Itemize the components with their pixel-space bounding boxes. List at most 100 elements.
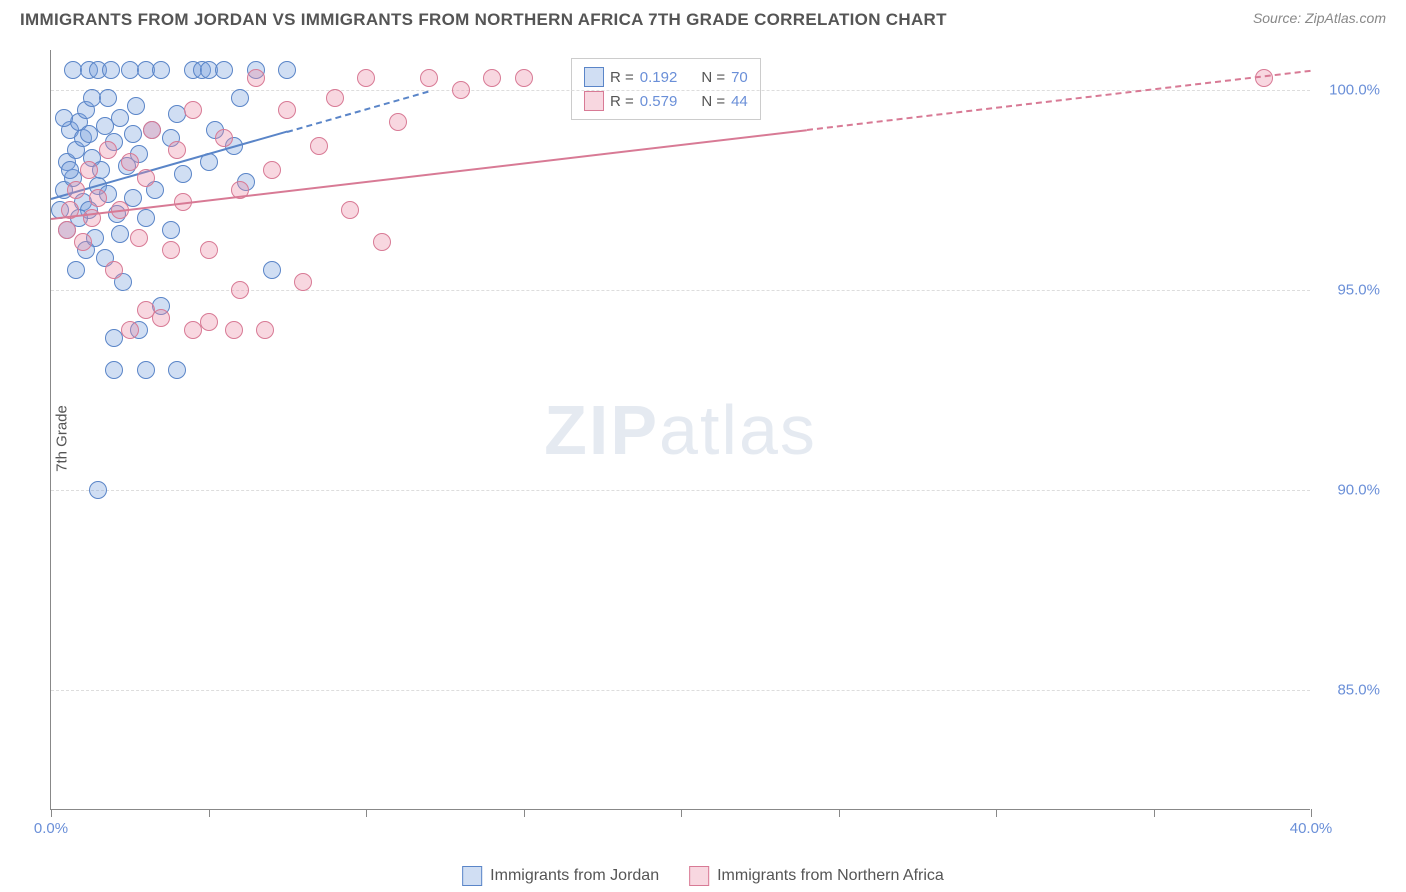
scatter-point-nafrica [256,321,274,339]
watermark-light: atlas [659,391,817,469]
x-tick [839,809,840,817]
scatter-point-nafrica [326,89,344,107]
scatter-point-jordan [89,481,107,499]
scatter-point-jordan [127,97,145,115]
legend-swatch [584,91,604,111]
chart-title: IMMIGRANTS FROM JORDAN VS IMMIGRANTS FRO… [20,10,947,30]
chart-container: 7th Grade ZIPatlas R =0.192N =70R =0.579… [50,50,1350,810]
scatter-point-nafrica [310,137,328,155]
scatter-point-nafrica [184,321,202,339]
scatter-point-jordan [215,61,233,79]
scatter-point-nafrica [231,281,249,299]
scatter-point-nafrica [200,241,218,259]
y-tick-label: 100.0% [1320,82,1380,99]
legend-swatch [584,67,604,87]
scatter-point-nafrica [389,113,407,131]
plot-area: ZIPatlas R =0.192N =70R =0.579N =44 85.0… [50,50,1310,810]
scatter-point-jordan [162,221,180,239]
scatter-point-jordan [278,61,296,79]
scatter-point-nafrica [294,273,312,291]
scatter-point-jordan [80,125,98,143]
legend-r-value: 0.579 [640,93,678,110]
scatter-point-nafrica [162,241,180,259]
legend-n-value: 70 [731,69,748,86]
scatter-point-jordan [111,225,129,243]
legend-row: R = 0.192 N = 70 [584,65,748,89]
y-tick-label: 85.0% [1320,682,1380,699]
bottom-legend-item: Immigrants from Jordan [462,866,659,886]
trend-line-nafrica-dashed [807,70,1311,131]
legend-r-label: R = [610,93,634,110]
legend-row: R =0.579N =44 [584,89,748,113]
scatter-point-jordan [105,361,123,379]
y-tick-label: 95.0% [1320,282,1380,299]
scatter-point-jordan [168,361,186,379]
x-tick [366,809,367,817]
scatter-point-nafrica [121,321,139,339]
scatter-point-nafrica [80,161,98,179]
x-tick [51,809,52,817]
scatter-point-nafrica [247,69,265,87]
x-tick [681,809,682,817]
scatter-point-nafrica [130,229,148,247]
scatter-point-nafrica [341,201,359,219]
trend-line-jordan-dashed [287,90,429,132]
scatter-point-nafrica [452,81,470,99]
watermark-bold: ZIP [544,391,659,469]
scatter-point-jordan [263,261,281,279]
scatter-point-nafrica [152,309,170,327]
scatter-point-nafrica [137,301,155,319]
scatter-point-jordan [137,209,155,227]
scatter-point-nafrica [74,233,92,251]
scatter-point-nafrica [143,121,161,139]
scatter-point-jordan [67,261,85,279]
bottom-legend-item: Immigrants from Northern Africa [689,866,944,886]
legend-n-label: N = [701,93,725,110]
scatter-point-nafrica [105,261,123,279]
scatter-point-nafrica [168,141,186,159]
scatter-point-jordan [111,109,129,127]
y-tick-label: 90.0% [1320,482,1380,499]
scatter-point-nafrica [121,153,139,171]
scatter-point-jordan [174,165,192,183]
chart-header: IMMIGRANTS FROM JORDAN VS IMMIGRANTS FRO… [0,0,1406,35]
legend-r-label: R = [610,69,634,86]
x-tick-label: 40.0% [1290,820,1333,837]
scatter-point-nafrica [278,101,296,119]
x-tick [1311,809,1312,817]
bottom-legend-label: Immigrants from Jordan [490,867,659,885]
scatter-point-nafrica [483,69,501,87]
scatter-point-jordan [152,61,170,79]
scatter-point-nafrica [99,141,117,159]
x-tick [209,809,210,817]
x-tick-label: 0.0% [34,820,68,837]
scatter-point-nafrica [357,69,375,87]
gridline [51,690,1310,691]
scatter-point-jordan [231,89,249,107]
scatter-point-nafrica [215,129,233,147]
correlation-legend: R =0.192N =70R =0.579N =44 [571,58,761,120]
scatter-point-jordan [102,61,120,79]
scatter-point-nafrica [420,69,438,87]
series-legend: Immigrants from Jordan Immigrants from No… [462,866,944,886]
x-tick [996,809,997,817]
legend-n-label: N = [701,69,725,86]
scatter-point-jordan [137,361,155,379]
scatter-point-nafrica [225,321,243,339]
scatter-point-nafrica [263,161,281,179]
legend-r-value: 0.192 [640,69,678,86]
scatter-point-nafrica [58,221,76,239]
scatter-point-nafrica [137,169,155,187]
chart-source: Source: ZipAtlas.com [1253,10,1386,26]
scatter-point-jordan [55,109,73,127]
scatter-point-nafrica [373,233,391,251]
legend-swatch [462,866,482,886]
bottom-legend-label: Immigrants from Northern Africa [717,867,944,885]
x-tick [1154,809,1155,817]
scatter-point-nafrica [184,101,202,119]
scatter-point-nafrica [515,69,533,87]
scatter-point-jordan [99,89,117,107]
scatter-point-nafrica [67,181,85,199]
scatter-point-jordan [61,161,79,179]
x-tick [524,809,525,817]
